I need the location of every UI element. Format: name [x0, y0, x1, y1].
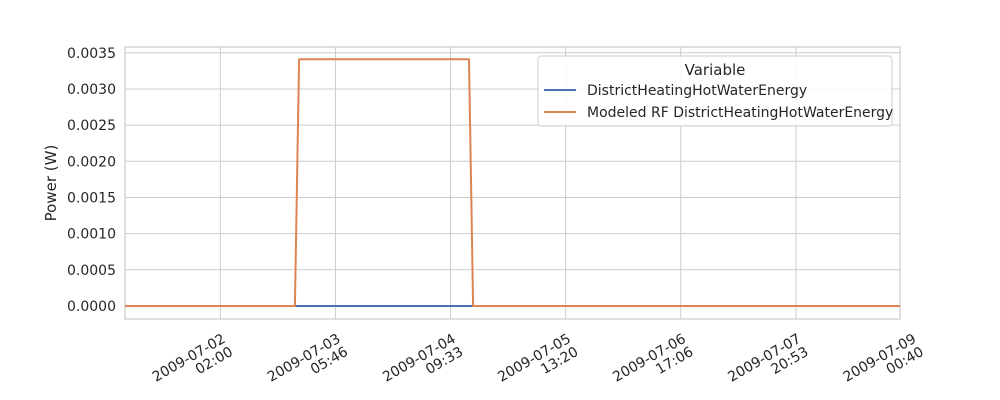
x-tick-label: 2009-07-0202:00 — [150, 331, 236, 399]
legend-entry-modeled-rf: Modeled RF DistrictHeatingHotWaterEnergy — [587, 105, 893, 121]
legend-entry-district-heating: DistrictHeatingHotWaterEnergy — [587, 83, 807, 99]
x-tick-label: 2009-07-0900:40 — [841, 331, 927, 399]
x-tick-text: 2009-07-0513:20 — [495, 331, 581, 399]
y-axis-label: Power (W) — [42, 145, 60, 222]
x-tick-label: 2009-07-0409:33 — [380, 331, 466, 399]
y-tick-label: 0.0020 — [67, 154, 116, 170]
series-layer — [125, 58, 900, 307]
x-tick-text: 2009-07-0720:53 — [725, 331, 811, 399]
series-line-modeled-rf — [125, 58, 900, 307]
y-tick-label: 0.0030 — [67, 82, 116, 98]
x-tick-label: 2009-07-0617:06 — [610, 331, 696, 399]
y-tick-labels: 0.0000 0.0005 0.0010 0.0015 0.0020 0.0025 0.00… — [67, 46, 116, 315]
y-tick-label: 0.0005 — [67, 263, 116, 279]
x-tick-labels: 2009-07-0202:00 2009-07-0305:46 2009-07-04… — [150, 331, 927, 399]
x-tick-text: 2009-07-0617:06 — [610, 331, 696, 399]
x-tick-text: 2009-07-0409:33 — [380, 331, 466, 399]
x-tick-text: 2009-07-0305:46 — [265, 331, 351, 399]
y-tick-label: 0.0010 — [67, 227, 116, 243]
x-tick-label: 2009-07-0720:53 — [725, 331, 811, 399]
x-tick-text: 2009-07-0900:40 — [841, 331, 927, 399]
y-tick-label: 0.0015 — [67, 190, 116, 206]
y-tick-label: 0.0000 — [67, 299, 116, 315]
plot-frame — [124, 46, 901, 320]
legend-box — [537, 55, 893, 127]
legend: Variable DistrictHeatingHotWaterEnergy M… — [537, 55, 893, 127]
x-tick-label: 2009-07-0513:20 — [495, 331, 581, 399]
y-tick-label: 0.0025 — [67, 118, 116, 134]
legend-title: Variable — [685, 61, 746, 79]
y-tick-label: 0.0035 — [67, 46, 116, 62]
x-tick-text: 2009-07-0202:00 — [150, 331, 236, 399]
x-tick-label: 2009-07-0305:46 — [265, 331, 351, 399]
